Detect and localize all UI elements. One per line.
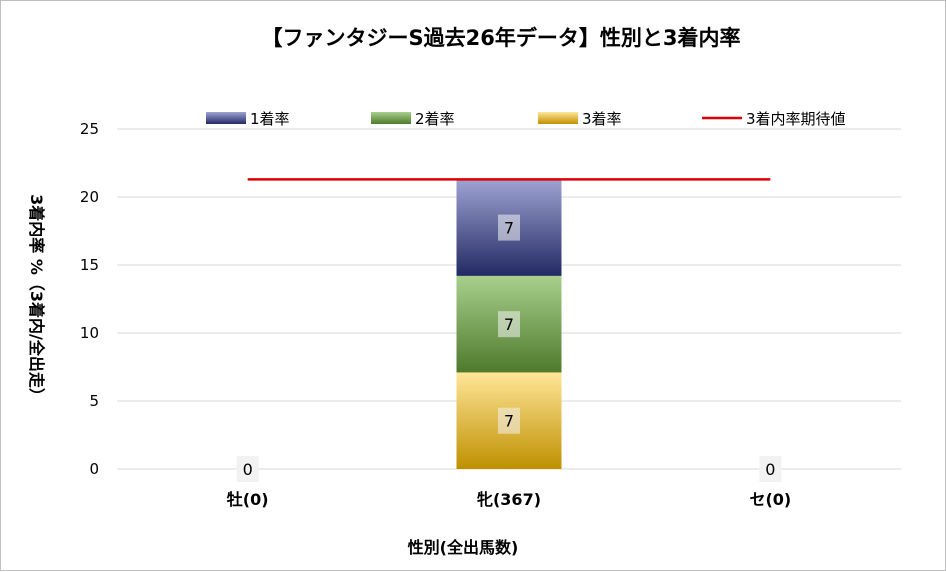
y-tick-label: 20	[80, 188, 99, 206]
legend-label: 3着率	[582, 110, 622, 128]
legend-swatch	[206, 112, 246, 124]
y-tick-label: 0	[89, 460, 99, 478]
y-tick-label: 10	[80, 324, 99, 342]
y-tick-label: 25	[80, 120, 99, 138]
legend: 1着率 2着率 3着率 3着内率期待値	[206, 110, 846, 128]
y-axis-ticks: 0 5 10 15 20 25	[80, 120, 99, 478]
data-label-box	[498, 311, 520, 338]
y-tick-label: 5	[89, 392, 99, 410]
data-label: 0	[243, 460, 253, 479]
x-category-label: 牡(0)	[227, 490, 269, 509]
data-label-box	[236, 456, 259, 482]
x-category-label: 牝(367)	[477, 490, 541, 509]
x-category-label: セ(0)	[749, 490, 791, 509]
y-axis-title: 3着内率 %（3着内/全出走）	[27, 194, 46, 404]
chart-title: 【ファンタジーS過去26年データ】性別と3着内率	[262, 26, 741, 50]
legend-label: 3着内率期待値	[746, 110, 846, 128]
legend-label: 1着率	[250, 110, 290, 128]
x-axis-categories: 牡(0) 牝(367) セ(0)	[227, 490, 791, 509]
y-tick-label: 15	[80, 256, 99, 274]
data-label: 7	[504, 315, 514, 334]
legend-swatch	[538, 112, 578, 124]
data-label: 7	[504, 412, 514, 431]
data-label: 7	[504, 219, 514, 238]
data-label: 0	[765, 460, 775, 479]
legend-label: 2着率	[415, 110, 455, 128]
x-axis-title: 性別(全出馬数)	[408, 538, 519, 557]
data-label-box	[759, 456, 782, 482]
data-label-box	[498, 407, 520, 434]
data-labels: 0 7 7 7 0	[236, 214, 782, 482]
legend-swatch	[371, 112, 411, 124]
data-label-box	[498, 214, 520, 241]
